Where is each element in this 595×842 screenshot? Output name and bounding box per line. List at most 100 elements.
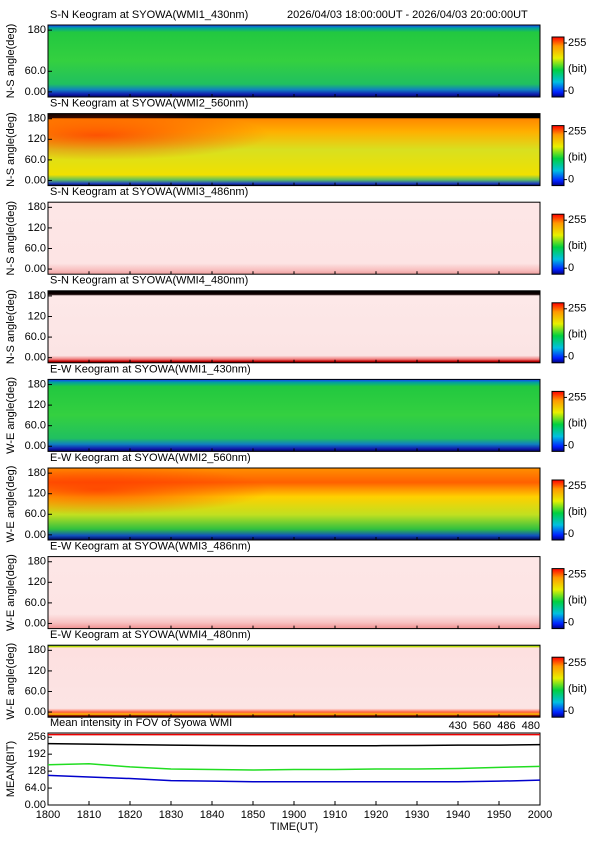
y-tick-label: 0.00 [25,263,46,275]
y-tick-label: 120 [28,399,46,411]
x-tick-label: 1850 [241,809,265,821]
colorbar [551,390,565,452]
keogram-aurora [48,468,540,540]
x-tick-label: 1920 [364,809,388,821]
panel-title: S-N Keogram at SYOWA(WMI2_560nm) [50,98,248,110]
legend-entry: 430 [449,720,467,732]
colorbar [551,479,565,541]
colorbar [551,302,565,364]
y-tick-label: 128 [28,765,46,777]
y-axis-label: N-S angle(deg) [5,290,17,365]
y-tick-label: 180 [28,24,46,36]
legend-entry: 480 [522,720,540,732]
y-tick-label: 60.0 [25,331,46,343]
colorbar-tick-label: 255 [568,214,586,226]
x-tick-label: 1950 [487,809,511,821]
panel-title: S-N Keogram at SYOWA(WMI3_486nm) [50,186,248,198]
y-axis-label: N-S angle(deg) [5,112,17,187]
colorbar-label: (bit) [568,506,587,518]
chart-title: Mean intensity in FOV of Syowa WMI [50,717,232,729]
colorbar-label: (bit) [568,152,587,164]
colorbar-tick-label: 0 [568,351,574,363]
y-tick-label: 192 [28,748,46,760]
colorbar-tick-label: 0 [568,439,574,451]
y-tick-label: 0.00 [25,799,46,811]
series-line [47,774,541,783]
colorbar [551,125,565,187]
colorbar-tick-label: 255 [568,126,586,138]
series-line [47,762,541,771]
y-tick-label: 60.0 [25,597,46,609]
y-tick-label: 180 [28,113,46,125]
y-tick-label: 0.00 [25,352,46,364]
series-line [47,742,541,747]
y-tick-label: 180 [28,644,46,656]
y-tick-label: 180 [28,467,46,479]
keogram-image [48,379,540,452]
colorbar-label: (bit) [568,683,587,695]
y-tick-label: 0.00 [25,86,46,98]
y-tick-label: 180 [28,201,46,213]
y-tick-label: 180 [28,378,46,390]
x-tick-label: 1830 [159,809,183,821]
colorbar-tick-label: 0 [568,174,574,186]
x-tick-label: 1900 [282,809,306,821]
period: 2026/04/03 18:00:00UT - 2026/04/03 20:00… [287,9,528,21]
y-tick-label: 60.0 [25,65,46,77]
panel-title: E-W Keogram at SYOWA(WMI2_560nm) [50,452,251,464]
y-axis-label: W-E angle(deg) [5,554,17,631]
y-tick-label: 120 [28,576,46,588]
y-tick-label: 0.00 [25,174,46,186]
colorbar-tick-label: 255 [568,657,586,669]
colorbar [551,36,565,98]
x-tick-label: 1820 [118,809,142,821]
y-axis-label: W-E angle(deg) [5,643,17,720]
colorbar-label: (bit) [568,329,587,341]
y-tick-label: 60.0 [25,508,46,520]
colorbar [551,213,565,275]
y-tick-label: 60.0 [25,420,46,432]
x-tick-label: 1910 [323,809,347,821]
colorbar-label: (bit) [568,240,587,252]
colorbar-tick-label: 255 [568,480,586,492]
colorbar-label: (bit) [568,595,587,607]
x-tick-label: 1940 [446,809,470,821]
keogram-image [48,25,540,97]
colorbar-tick-label: 255 [568,569,586,581]
keogram-image [48,202,540,275]
y-tick-label: 120 [28,133,46,145]
y-tick-label: 0.00 [25,529,46,541]
y-tick-label: 120 [28,488,46,500]
colorbar-tick-label: 255 [568,303,586,315]
colorbar-tick-label: 0 [568,705,574,717]
colorbar-tick-label: 255 [568,37,586,49]
y-axis-label: MEAN(BIT) [5,741,17,797]
y-tick-label: 0.00 [25,440,46,452]
panel-title: E-W Keogram at SYOWA(WMI4_480nm) [50,629,251,641]
legend-entry: 486 [497,720,515,732]
colorbar-tick-label: 0 [568,528,574,540]
y-tick-label: 0.00 [25,617,46,629]
keogram-aurora [48,113,540,186]
y-axis-label: N-S angle(deg) [5,201,17,276]
panel-title: E-W Keogram at SYOWA(WMI3_486nm) [50,541,251,553]
y-tick-label: 120 [28,665,46,677]
y-tick-label: 180 [28,290,46,302]
x-axis-label: TIME(UT) [270,821,318,833]
x-tick-label: 1810 [77,809,101,821]
y-tick-label: 120 [28,222,46,234]
colorbar-tick-label: 0 [568,262,574,274]
y-tick-label: 256 [28,731,46,743]
x-tick-label: 1930 [405,809,429,821]
y-tick-label: 64.0 [25,782,46,794]
colorbar-label: (bit) [568,63,587,75]
y-axis-label: W-E angle(deg) [5,466,17,543]
colorbar-tick-label: 0 [568,85,574,97]
y-tick-label: 60.0 [25,685,46,697]
y-axis-label: N-S angle(deg) [5,24,17,99]
colorbar-label: (bit) [568,417,587,429]
y-axis-label: W-E angle(deg) [5,377,17,454]
colorbar-tick-label: 255 [568,391,586,403]
colorbar [551,568,565,630]
